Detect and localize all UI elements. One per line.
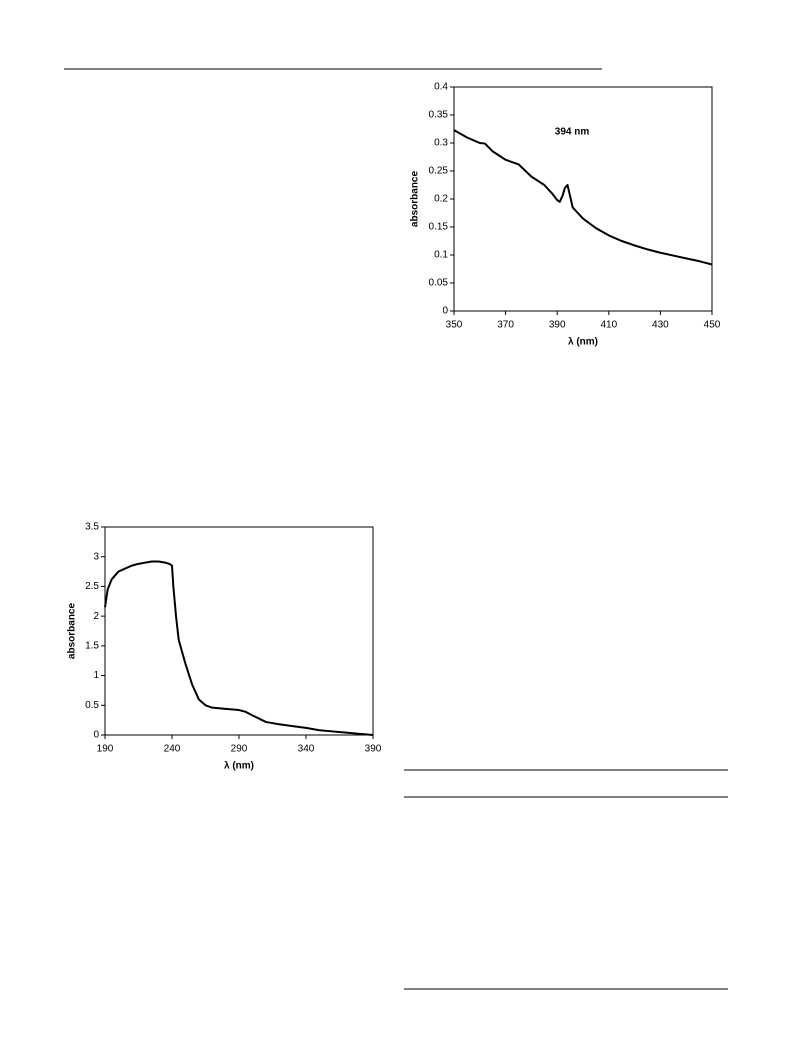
y-axis-label: absorbance [410,170,421,227]
x-tick-label: 240 [164,744,181,755]
x-tick-label: 370 [497,320,514,331]
y-tick-label: 1.5 [85,640,99,651]
y-tick-label: 0.1 [434,250,448,261]
y-tick-label: 0.25 [429,166,449,177]
x-tick-label: 190 [97,744,114,755]
x-tick-label: 430 [652,320,669,331]
data-line [104,560,374,736]
y-tick-label: 0.05 [429,278,449,289]
plot-frame [104,526,374,736]
plot-frame [453,86,713,312]
x-tick-label: 350 [446,320,463,331]
y-tick-label: 0.35 [429,110,449,121]
x-tick-label: 340 [298,744,315,755]
x-tick-label: 290 [231,744,248,755]
y-tick-label: 0 [93,730,99,741]
y-tick-label: 0 [442,306,448,317]
y-tick-label: 0.5 [85,700,99,711]
y-tick-label: 3 [93,551,99,562]
y-tick-label: 2 [93,611,99,622]
y-tick-label: 0.15 [429,222,449,233]
x-tick-label: 390 [549,320,566,331]
annotation: 394 nm [555,127,590,138]
y-tick-label: 3.5 [85,522,99,533]
x-tick-label: 410 [600,320,617,331]
x-axis-label: λ (nm) [224,761,254,772]
y-tick-label: 0.4 [434,82,448,93]
y-axis-label: absorbance [67,602,78,659]
y-tick-label: 1 [93,670,99,681]
x-tick-label: 450 [704,320,721,331]
x-tick-label: 390 [365,744,382,755]
y-tick-label: 2.5 [85,581,99,592]
data-line [453,129,713,266]
y-tick-label: 0.3 [434,138,448,149]
x-axis-label: λ (nm) [568,337,598,348]
y-tick-label: 0.2 [434,194,448,205]
